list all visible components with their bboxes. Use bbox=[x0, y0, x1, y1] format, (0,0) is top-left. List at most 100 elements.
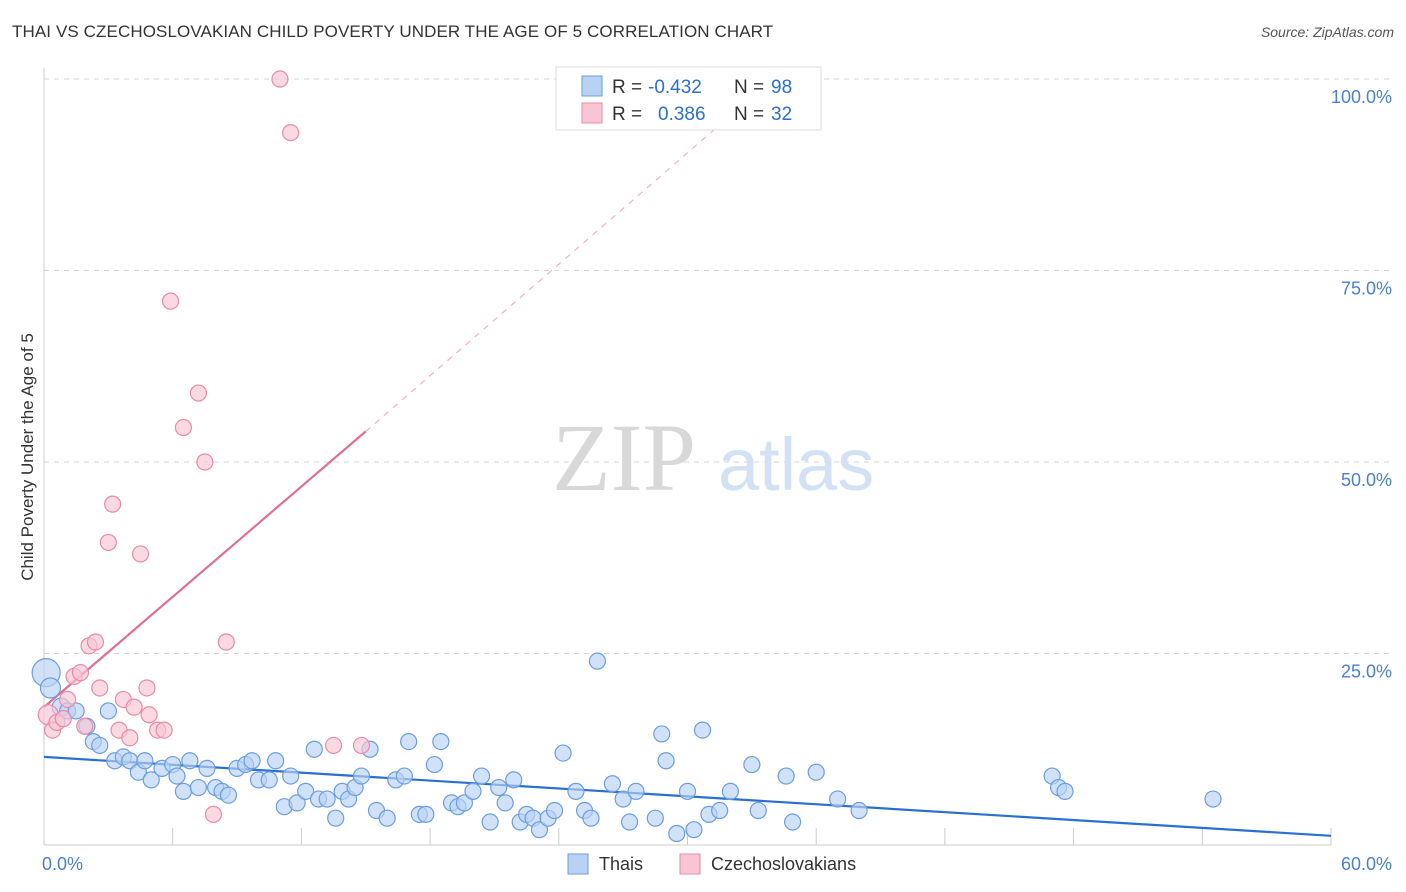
bottom-legend-label-czechoslovakians: Czechoslovakians bbox=[711, 854, 856, 874]
thai-point bbox=[305, 740, 323, 758]
y-tick-label-25: 25.0% bbox=[1341, 662, 1392, 682]
thai-point bbox=[693, 721, 712, 739]
czech-point bbox=[99, 533, 117, 552]
thai-point bbox=[554, 744, 572, 762]
grid-lines bbox=[44, 78, 1392, 654]
y-tick-label-75: 75.0% bbox=[1341, 279, 1392, 299]
thai-point bbox=[668, 824, 686, 843]
thai-point bbox=[91, 736, 109, 755]
czech-point bbox=[86, 633, 105, 651]
czech-point bbox=[155, 721, 173, 739]
thai-point bbox=[530, 821, 549, 839]
czech-point bbox=[217, 633, 235, 651]
thai-point bbox=[260, 771, 278, 789]
thai-point bbox=[603, 775, 622, 793]
watermark: ZIP atlas bbox=[552, 404, 874, 511]
thai-point bbox=[198, 759, 216, 778]
czech-point bbox=[140, 706, 158, 724]
thai-point bbox=[267, 752, 285, 770]
czech-point bbox=[271, 70, 289, 88]
legend-r-label-czechoslovakians: R = bbox=[612, 104, 642, 125]
czech-point bbox=[91, 679, 109, 697]
thai-point bbox=[627, 782, 645, 800]
legend-n-value-czechoslovakians: 32 bbox=[771, 104, 792, 125]
thai-point bbox=[657, 752, 675, 770]
thai-point bbox=[620, 813, 639, 831]
y-tick-label-100: 100.0% bbox=[1331, 87, 1392, 107]
bottom-legend-label-thais: Thais bbox=[599, 854, 643, 874]
thai-point bbox=[721, 782, 740, 800]
thai-point bbox=[297, 782, 315, 800]
thai-point bbox=[181, 752, 199, 770]
thai-point bbox=[168, 767, 186, 785]
legend-swatch-thais bbox=[581, 75, 603, 97]
y-tick-label-50: 50.0% bbox=[1341, 470, 1392, 490]
thai-point bbox=[142, 771, 160, 789]
thai-point bbox=[352, 767, 371, 785]
thai-point bbox=[400, 732, 418, 751]
thai-point bbox=[481, 813, 499, 831]
czech-point bbox=[125, 698, 143, 716]
czech-point bbox=[174, 418, 193, 437]
thai-point bbox=[136, 752, 154, 770]
czech-point bbox=[131, 545, 150, 563]
thai-point bbox=[39, 677, 62, 699]
czech-trend-line bbox=[43, 430, 367, 708]
watermark-atlas: atlas bbox=[718, 423, 874, 506]
czech-point bbox=[58, 690, 77, 709]
watermark-zip: ZIP bbox=[552, 404, 696, 511]
thai-point bbox=[582, 809, 600, 827]
thai-point bbox=[327, 809, 345, 827]
bottom-legend-swatch-thais bbox=[567, 853, 589, 875]
thai-point bbox=[455, 794, 474, 812]
czech-point bbox=[104, 495, 122, 513]
czech-point bbox=[324, 736, 343, 755]
legend-n-label-czechoslovakians: N = bbox=[734, 104, 764, 125]
legend-r-value-czechoslovakians: 0.386 bbox=[658, 104, 706, 125]
thai-point bbox=[496, 794, 514, 812]
thai-point bbox=[288, 794, 306, 812]
data-points bbox=[31, 70, 1222, 843]
bottom-legend-swatch-czechoslovakians bbox=[679, 853, 701, 875]
thai-point bbox=[378, 809, 396, 827]
czech-point bbox=[76, 717, 94, 735]
thai-point bbox=[711, 801, 729, 820]
czech-point bbox=[138, 679, 156, 697]
thai-point bbox=[67, 702, 85, 720]
czech-point bbox=[189, 384, 208, 402]
stats-legend: R = -0.432 N = 98 R = 0.386 N = 32 bbox=[555, 66, 822, 131]
y-tick-labels: 25.0% 50.0% 75.0% 100.0% bbox=[1331, 87, 1392, 682]
source-label: Source: ZipAtlas.com bbox=[1260, 24, 1394, 40]
thai-point bbox=[777, 767, 795, 785]
thai-point bbox=[395, 767, 413, 785]
thai-point bbox=[472, 767, 491, 785]
czech-point bbox=[282, 124, 300, 142]
thai-point bbox=[850, 801, 868, 820]
x-tick-label-min: 0.0% bbox=[42, 854, 83, 874]
legend-swatch-czechoslovakians bbox=[581, 102, 603, 124]
czech-point bbox=[196, 453, 214, 471]
thai-point bbox=[807, 763, 825, 781]
thai-point bbox=[653, 725, 671, 743]
thai-point bbox=[417, 805, 435, 823]
czech-point bbox=[352, 736, 371, 755]
thai-point bbox=[243, 752, 261, 770]
thai-point bbox=[318, 790, 336, 808]
legend-r-label-thais: R = bbox=[612, 77, 642, 98]
czech-point bbox=[54, 710, 72, 728]
thai-point bbox=[432, 732, 450, 751]
thai-point bbox=[588, 652, 607, 670]
x-tick-label-max: 60.0% bbox=[1341, 854, 1392, 874]
thai-point bbox=[685, 821, 703, 839]
legend-n-label-thais: N = bbox=[734, 77, 764, 98]
czech-point bbox=[204, 805, 223, 823]
y-axis-label: Child Poverty Under the Age of 5 bbox=[18, 333, 37, 581]
thai-point bbox=[282, 767, 300, 785]
thai-point bbox=[784, 813, 802, 831]
czech-point bbox=[71, 664, 90, 682]
thai-point bbox=[1056, 782, 1074, 800]
thai-point bbox=[1204, 790, 1222, 808]
thai-point bbox=[614, 790, 632, 808]
thai-point bbox=[646, 809, 664, 827]
czech-point bbox=[161, 292, 180, 310]
